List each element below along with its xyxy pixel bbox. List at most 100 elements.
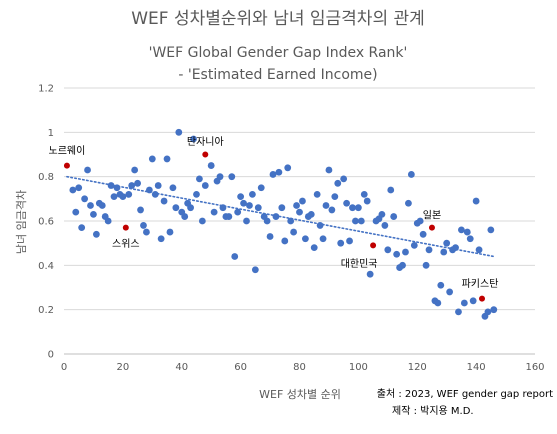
data-point <box>322 202 330 209</box>
data-point <box>231 253 239 260</box>
data-point <box>166 228 174 236</box>
data-point <box>198 217 206 225</box>
data-point <box>301 235 309 243</box>
x-tick-label: 60 <box>234 362 247 373</box>
data-point <box>284 164 292 172</box>
data-point <box>390 213 398 220</box>
data-point <box>193 191 200 198</box>
data-point <box>307 210 315 218</box>
point-label: 스위스 <box>112 237 140 250</box>
data-point <box>163 155 171 163</box>
point-label: 파키스탄 <box>462 278 499 290</box>
data-point <box>440 248 448 256</box>
data-point <box>443 239 451 247</box>
data-point <box>75 184 83 192</box>
chart-subtitle-line-2: - 'Estimated Earned Income) <box>178 67 377 83</box>
x-tick-label: 20 <box>117 362 130 373</box>
data-point <box>69 186 77 194</box>
highlight-point <box>428 223 436 232</box>
data-point <box>169 184 177 192</box>
data-point <box>119 193 127 201</box>
data-point <box>196 175 203 183</box>
data-point <box>334 179 342 187</box>
trendline-group <box>66 175 495 258</box>
data-point <box>257 184 265 192</box>
highlight-point <box>122 223 130 232</box>
data-point <box>299 197 306 205</box>
data-point <box>405 199 412 207</box>
data-point <box>340 175 348 183</box>
data-point <box>254 204 262 212</box>
data-point <box>290 228 298 236</box>
data-point <box>357 217 365 225</box>
y-axis-title: 남녀 임금격차 <box>15 190 28 254</box>
data-point <box>490 306 498 314</box>
data-point <box>201 182 209 189</box>
data-point <box>460 299 468 307</box>
data-point <box>281 237 289 245</box>
data-point <box>419 230 427 238</box>
data-point <box>228 173 236 181</box>
data-point <box>343 199 350 207</box>
data-point <box>246 202 253 209</box>
data-point <box>134 179 141 187</box>
data-point <box>137 206 144 214</box>
trendline <box>66 175 495 258</box>
data-point <box>331 193 339 201</box>
data-point <box>207 162 215 169</box>
data-point <box>407 171 415 178</box>
data-point <box>328 206 336 214</box>
data-point <box>387 186 395 194</box>
data-point <box>175 128 183 136</box>
highlight-point <box>369 241 377 250</box>
data-point <box>234 208 242 216</box>
data-point <box>240 199 247 207</box>
data-point <box>337 239 345 247</box>
data-point <box>190 135 197 143</box>
data-point <box>434 299 442 307</box>
data-point <box>455 308 462 316</box>
data-point <box>452 244 459 252</box>
data-point <box>143 228 150 236</box>
y-tick-label: 1.2 <box>38 84 54 95</box>
data-point <box>263 217 271 225</box>
x-tick-label: 40 <box>175 362 188 373</box>
data-point <box>381 222 389 229</box>
data-point <box>416 217 424 225</box>
axes: 0 0.2 0.4 0.6 0.8 1 1.2 0 20 40 60 80 100 120 140 160 <box>38 84 544 374</box>
data-point <box>349 204 356 212</box>
x-tick-label: 100 <box>349 362 368 373</box>
data-point <box>325 166 333 174</box>
x-tick-label: 80 <box>293 362 306 373</box>
y-tick-label: 0.4 <box>38 261 54 272</box>
data-point <box>87 202 94 209</box>
chart-title: WEF 성차별순위와 남녀 임금격차의 관계 <box>131 9 425 29</box>
data-point <box>402 248 409 256</box>
data-point <box>269 171 277 178</box>
data-point <box>484 308 492 316</box>
data-point <box>128 182 136 189</box>
source-note: 출처 : 2023, WEF gender gap report <box>377 388 553 400</box>
data-point <box>278 204 286 212</box>
data-point <box>310 244 318 252</box>
data-point <box>378 210 386 218</box>
data-point <box>92 230 100 238</box>
highlight-point <box>63 161 71 170</box>
data-point <box>410 241 418 249</box>
data-point <box>472 197 480 205</box>
data-point <box>384 246 392 254</box>
data-point <box>107 182 115 189</box>
data-point <box>296 208 303 216</box>
x-axis-title: WEF 성차별 순위 <box>259 388 341 401</box>
data-point <box>425 246 433 254</box>
data-point <box>172 204 180 212</box>
highlight-point <box>201 150 210 159</box>
data-point <box>287 217 295 225</box>
data-point <box>293 202 300 209</box>
data-point <box>422 261 430 269</box>
data-point <box>81 195 89 203</box>
data-point <box>466 235 474 243</box>
data-point <box>251 266 259 274</box>
gridlines <box>64 87 535 311</box>
